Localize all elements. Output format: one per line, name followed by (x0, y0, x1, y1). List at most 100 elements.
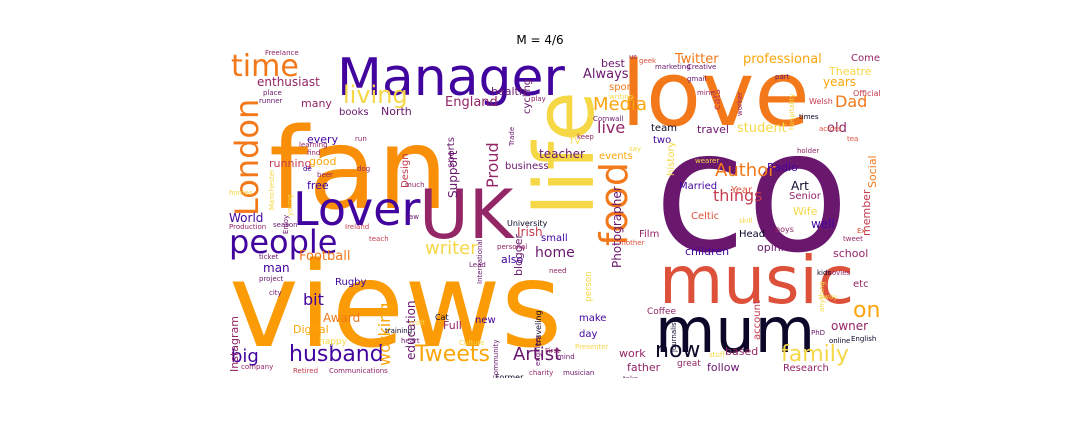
word-de: de (303, 165, 312, 173)
word-production: Production (229, 223, 267, 231)
word-sports: sports (446, 137, 457, 168)
word-ex: Ex (857, 227, 866, 235)
word-hospitality: hospitality (788, 93, 796, 130)
word-learning: learning (299, 141, 328, 149)
word-former: Former (495, 373, 524, 379)
word-communications: Communications (329, 367, 388, 375)
word-social: Social (866, 155, 879, 188)
word-need: need (549, 267, 567, 275)
word-always: Always (583, 67, 629, 82)
word-two: two (653, 135, 672, 146)
word-tv: TV (569, 137, 581, 147)
word-family: family (781, 342, 849, 367)
word-co: co (654, 94, 850, 290)
word-art: Art (791, 179, 809, 193)
word-views: views (229, 236, 563, 374)
word-keep: keep (577, 133, 594, 141)
word-anything: anything (818, 281, 826, 312)
word-kids: kids (817, 269, 832, 277)
word-man: man (263, 261, 290, 275)
word-place: place (263, 89, 282, 97)
word-writer: writer (425, 238, 478, 259)
word-teach: teach (369, 235, 389, 243)
word-etc: etc (853, 279, 869, 290)
word-mum: mum (655, 294, 816, 367)
word-enjoy: Enjoy (282, 214, 290, 234)
word-ireland: Ireland (345, 223, 370, 231)
word-irish: Irish (517, 225, 543, 239)
word-instagram: Instagram (229, 316, 241, 372)
word-project: project (259, 275, 284, 283)
word-books: books (339, 107, 369, 118)
word-every: every (307, 133, 339, 146)
word-london: London (229, 98, 266, 216)
word-new: new (475, 315, 496, 326)
word-holder: holder (797, 147, 820, 155)
word-play: play (531, 95, 546, 103)
word-film: Film (639, 229, 660, 240)
word-marketing: marketing (655, 63, 691, 71)
word-stuff: stuff (709, 351, 725, 359)
word-say: say (629, 145, 642, 153)
word-love: love (621, 50, 810, 147)
word-digital: Digital (293, 323, 329, 336)
word-award: Award (323, 311, 361, 325)
word-season: season (273, 221, 298, 229)
word-england: England (445, 95, 498, 110)
word-author: Author (715, 160, 776, 181)
word-writing: writing (609, 93, 634, 101)
word-presenter: Presenter (575, 343, 609, 351)
word-also: also (501, 253, 524, 266)
word-professional: professional (743, 52, 822, 67)
word-travel: travel (697, 123, 729, 136)
word-take: take (623, 376, 638, 379)
word-year: Year (731, 185, 753, 196)
word-make: make (579, 313, 607, 324)
word-wearer: wearer (695, 157, 720, 165)
word-cornwall: Cornwall (593, 115, 624, 123)
word-team: team (651, 123, 677, 134)
word-running: running (269, 157, 312, 170)
word-radio: Radio (767, 161, 798, 174)
word-lover: Lover (293, 182, 421, 236)
word-day: day (579, 329, 598, 340)
word-photographer: Photographer (610, 186, 624, 268)
word-official: Official (853, 89, 880, 98)
word-good: good (309, 155, 337, 168)
word-great: great (677, 359, 701, 369)
word-charity: charity (529, 369, 554, 377)
word-person: person (584, 271, 594, 302)
word-football: Football (299, 249, 351, 264)
word-living: living (343, 81, 408, 109)
word-husband: husband (289, 342, 384, 367)
word-manchester: Manchester (268, 169, 276, 210)
word-live: live (597, 118, 626, 137)
word-research: Research (783, 363, 829, 374)
word-well: well (811, 217, 835, 231)
word-young: young (286, 194, 294, 216)
word-tweet: tweet (843, 235, 863, 243)
word-tea: tea (847, 135, 859, 143)
word-mother: mother (619, 239, 645, 247)
word-old: old (827, 121, 847, 136)
word-english: English (851, 335, 877, 343)
word-freelance: Freelance (265, 50, 299, 57)
word-coffee: Coffee (647, 307, 677, 317)
word-engineer: engineer (534, 334, 542, 366)
word-tweets: Tweets (415, 342, 490, 367)
word-away: away (819, 293, 838, 301)
word-music: music (659, 242, 855, 319)
word-head: Head (739, 229, 766, 240)
word-community: Community (492, 339, 500, 378)
word-run: run (355, 135, 367, 143)
word-retired: Retired (293, 367, 319, 375)
word-online: online (829, 337, 851, 345)
word-north: North (381, 105, 412, 118)
word-runner: runner (259, 97, 283, 105)
word-years: years (823, 75, 857, 89)
word-happy: happy (319, 337, 347, 347)
word-children: children (685, 245, 730, 258)
word-full: Full (443, 319, 462, 332)
word-cat: Cat (435, 313, 449, 322)
word-media: Media (593, 94, 648, 115)
